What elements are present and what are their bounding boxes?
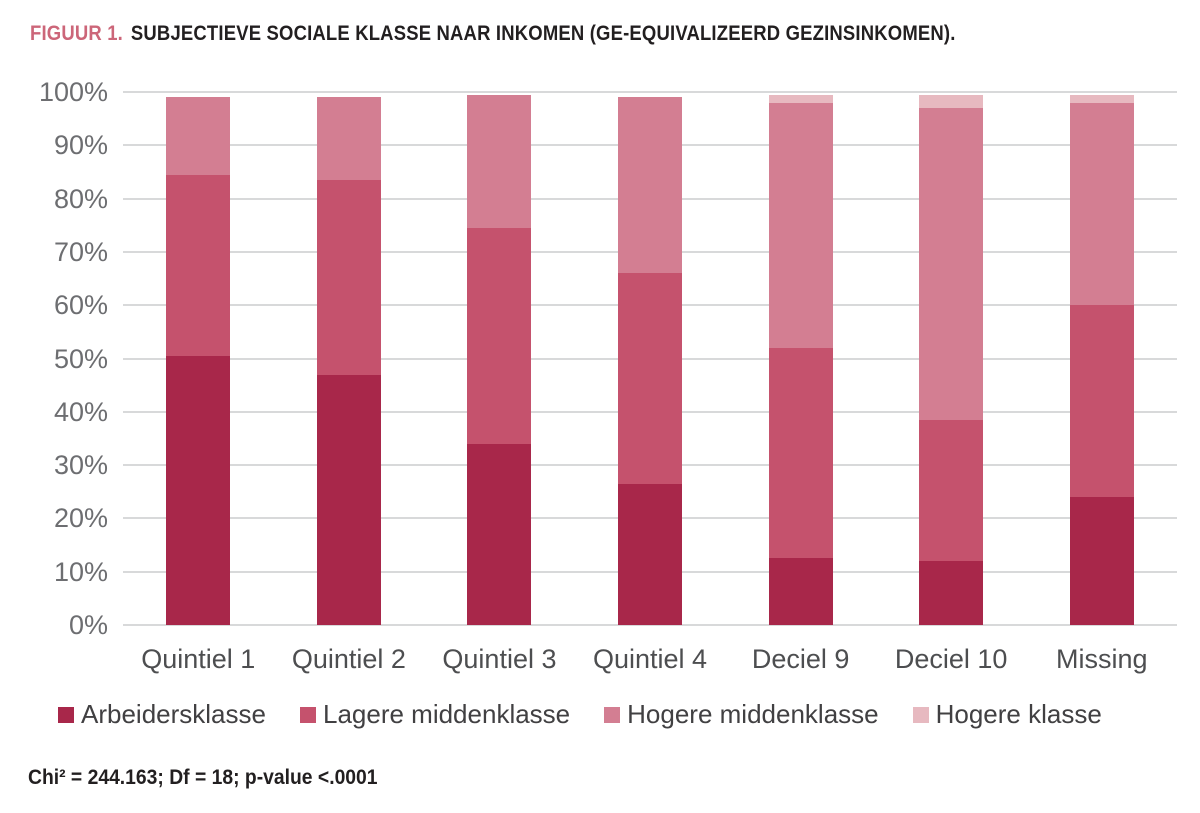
y-axis-tick-label: 30% <box>53 450 108 481</box>
y-axis-tick-label: 10% <box>53 556 108 587</box>
stacked-bar <box>166 92 231 625</box>
bar-segment <box>1069 94 1134 103</box>
figure-number-label: FIGUUR 1. <box>30 22 123 45</box>
chart-plot-area <box>123 91 1177 626</box>
y-axis-tick-label: 20% <box>53 503 108 534</box>
bar-segment <box>919 94 984 109</box>
y-axis-tick-label: 90% <box>53 130 108 161</box>
x-axis-category-label: Quintiel 2 <box>291 644 406 674</box>
bar-segment <box>768 94 833 103</box>
bar-segment <box>768 102 833 348</box>
x-axis: Quintiel 1 Quintiel 2 Quintiel 3 Quintiel 4… <box>123 644 1177 675</box>
legend-item: Lagere middenklasse <box>299 699 571 730</box>
bar-column <box>274 92 425 625</box>
bar-segment <box>618 97 683 274</box>
legend-item-label: Hogere middenklasse <box>627 699 879 729</box>
x-axis-category-label: Deciel 10 <box>894 644 1008 674</box>
y-axis-tick-label: 0% <box>68 610 108 640</box>
bar-segment <box>166 174 231 356</box>
bar-column <box>123 92 274 625</box>
bar-segment <box>166 355 231 625</box>
bar-segment <box>467 94 532 228</box>
bar-segment <box>1069 305 1134 498</box>
bar-segment <box>919 419 984 562</box>
bar-segment <box>1069 497 1134 625</box>
x-axis-category-label: Quintiel 1 <box>141 644 256 674</box>
bar-segment <box>919 561 984 625</box>
bar-segment <box>618 273 683 484</box>
y-axis-tick-label: 70% <box>53 236 108 267</box>
legend-item-label: Lagere middenklasse <box>322 699 571 729</box>
bar-segment <box>768 558 833 625</box>
x-axis-category-label: Deciel 9 <box>751 644 850 674</box>
bar-segment <box>316 374 381 625</box>
bar-segment <box>618 483 683 625</box>
bar-segment <box>467 227 532 444</box>
legend-swatch <box>912 706 929 723</box>
bar-column <box>1026 92 1177 625</box>
legend-item: Arbeidersklasse <box>58 699 266 730</box>
gridline <box>123 624 1177 626</box>
bar-column <box>725 92 876 625</box>
stacked-bar <box>919 92 984 625</box>
bar-column <box>424 92 575 625</box>
bar-segment <box>316 179 381 375</box>
stacked-bar <box>316 92 381 625</box>
legend-item: Hogere klasse <box>912 699 1102 730</box>
bar-segment <box>316 97 381 180</box>
y-axis-tick-label: 80% <box>53 183 108 214</box>
stats-footnote: Chi² = 244.163; Df = 18; p-value <.0001 <box>28 766 378 789</box>
stacked-bar <box>768 92 833 625</box>
legend-swatch <box>299 706 316 723</box>
y-axis-tick-label: 40% <box>53 396 108 427</box>
stacked-bar <box>1069 92 1134 625</box>
bar-column <box>876 92 1027 625</box>
y-axis-tick-label: 60% <box>53 290 108 321</box>
bar-segment <box>166 97 231 175</box>
legend-swatch <box>58 706 74 723</box>
bar-column <box>575 92 726 625</box>
x-axis-category-label: Quintiel 4 <box>592 644 708 674</box>
bars-group <box>123 92 1177 625</box>
figure-title: FIGUUR 1. SUBJECTIEVE SOCIALE KLASSE NAAR… <box>30 22 956 46</box>
figure-title-text: SUBJECTIEVE SOCIALE KLASSE NAAR INKOMEN … <box>130 22 956 45</box>
bar-segment <box>1069 102 1134 306</box>
stacked-bar <box>467 92 532 625</box>
y-axis-tick-label: 100% <box>38 77 108 107</box>
y-axis-tick-label: 50% <box>53 343 108 374</box>
gridline <box>123 91 1177 93</box>
x-axis-category-label: Quintiel 3 <box>442 644 557 674</box>
legend: Arbeidersklasse Lagere middenklasse Hogere… <box>58 699 1168 730</box>
legend-item-label: Hogere klasse <box>935 699 1102 729</box>
x-axis-category-label: Missing <box>1055 644 1148 674</box>
bar-segment <box>467 443 532 625</box>
legend-item-label: Arbeidersklasse <box>81 699 266 729</box>
legend-item: Hogere middenklasse <box>604 699 879 730</box>
bar-segment <box>919 108 984 420</box>
stacked-bar <box>618 92 683 625</box>
legend-swatch <box>604 706 621 723</box>
bar-segment <box>768 347 833 559</box>
